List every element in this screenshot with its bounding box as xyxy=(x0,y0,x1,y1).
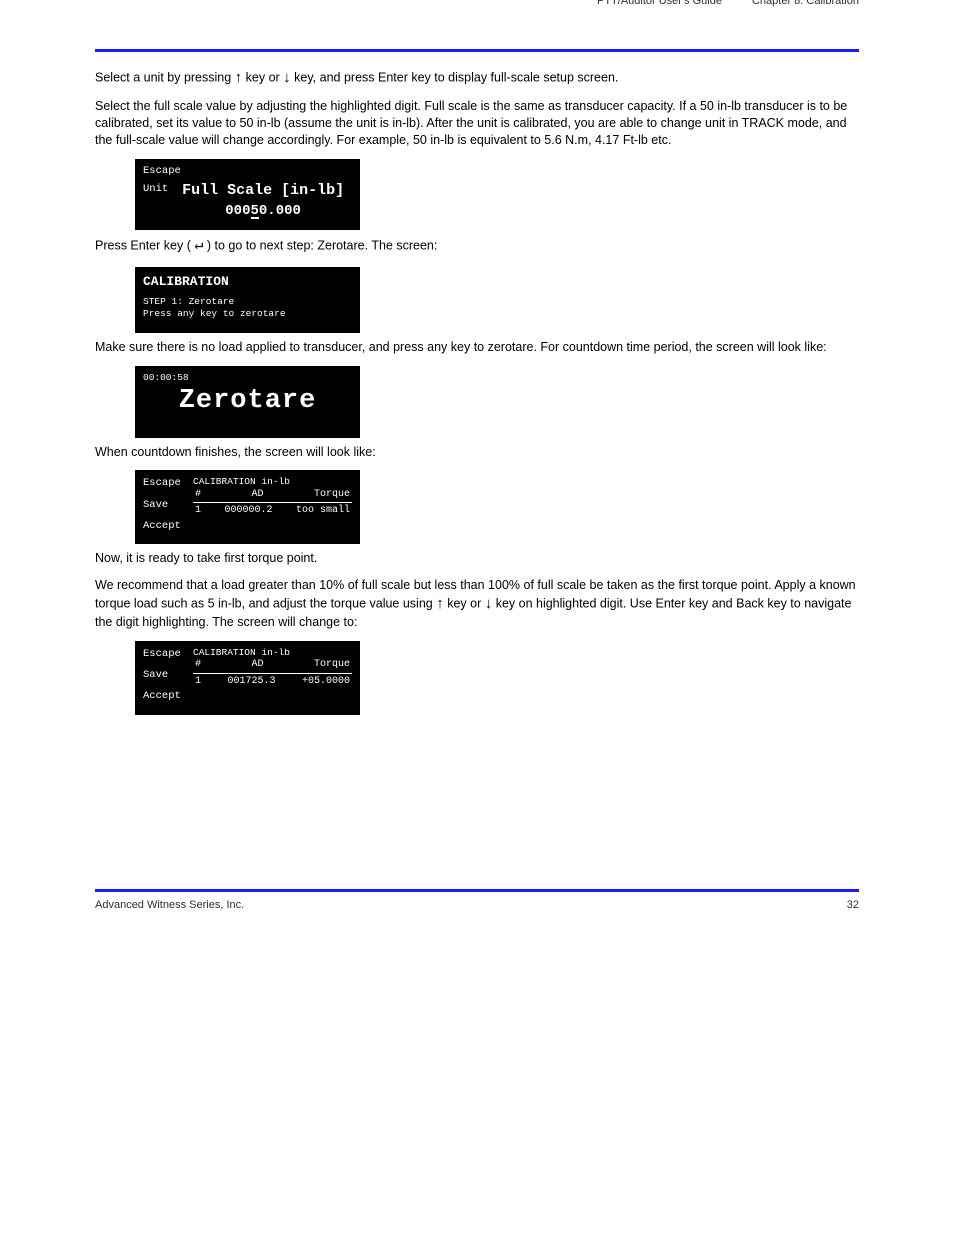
value-left: 000 xyxy=(225,203,250,219)
lcd-unit-label: Unit xyxy=(143,183,168,196)
manual-title: PTT/Auditor User's Guide xyxy=(95,0,722,9)
lcd-escape-label: Escape xyxy=(143,165,352,178)
col-num: # xyxy=(195,488,201,502)
text: Select a unit by pressing xyxy=(95,70,235,84)
lcd-table: CALIBRATION in-lb # AD Torque 1 001725.3… xyxy=(193,647,352,705)
footer-company: Advanced Witness Series, Inc. xyxy=(95,898,244,913)
lcd-fullscale-value: 00050.000 xyxy=(174,202,352,221)
cell-num: 1 xyxy=(195,504,201,518)
lcd-cal-table-1: Escape Save Accept CALIBRATION in-lb # A… xyxy=(135,470,360,544)
lcd-fullscale: Escape Unit Full Scale [in-lb] 00050.000 xyxy=(135,159,360,231)
col-torque: Torque xyxy=(314,488,350,502)
col-torque: Torque xyxy=(314,658,350,672)
paragraph-6b: We recommend that a load greater than 10… xyxy=(95,577,859,631)
paragraph-1: Select a unit by pressing ↑ key or ↓ key… xyxy=(95,68,859,88)
footer-page-number: 32 xyxy=(847,898,859,913)
text: key or xyxy=(447,596,485,610)
cell-ad: 000000.2 xyxy=(224,504,272,518)
text: Press Enter key ( xyxy=(95,239,191,253)
cell-torque: +05.0000 xyxy=(302,675,350,689)
lcd-fullscale-title: Full Scale [in-lb] xyxy=(174,181,352,201)
lcd-table-title: CALIBRATION in-lb xyxy=(193,476,352,487)
text: key or xyxy=(246,70,284,84)
lcd-left-buttons: Escape Save Accept xyxy=(143,476,187,534)
lcd-save-label: Save xyxy=(143,498,187,513)
lcd-zerotare-label: Zerotare xyxy=(143,383,352,419)
value-right: 0.000 xyxy=(259,203,301,219)
lcd-escape-label: Escape xyxy=(143,476,187,491)
lcd-accept-label: Accept xyxy=(143,689,187,704)
bottom-rule xyxy=(95,889,859,892)
lcd-step-line1: STEP 1: Zerotare xyxy=(143,296,352,307)
col-num: # xyxy=(195,658,201,672)
value-cursor: 5 xyxy=(251,205,259,220)
paragraph-4: Make sure there is no load applied to tr… xyxy=(95,339,859,356)
lcd-zerotare: 00:00:58 Zerotare xyxy=(135,366,360,438)
cell-ad: 001725.3 xyxy=(227,675,275,689)
page: PTT/Auditor User's Guide Chapter 8: Cali… xyxy=(0,0,954,1235)
lcd-left-buttons: Escape Save Accept xyxy=(143,647,187,705)
text: key, and press Enter key to display full… xyxy=(294,70,618,84)
spacer xyxy=(95,719,859,869)
lcd-table-header: # AD Torque xyxy=(193,658,352,674)
lcd-table: CALIBRATION in-lb # AD Torque 1 000000.2… xyxy=(193,476,352,534)
lcd-accept-label: Accept xyxy=(143,519,187,534)
lcd-cal-table-2: Escape Save Accept CALIBRATION in-lb # A… xyxy=(135,641,360,715)
text: ) to go to next step: Zerotare. The scre… xyxy=(207,239,437,253)
content-body: Select a unit by pressing ↑ key or ↓ key… xyxy=(95,68,859,715)
lcd-table-row: 1 001725.3 +05.0000 xyxy=(193,674,352,690)
up-arrow-icon: ↑ xyxy=(436,595,444,612)
chapter-title: Chapter 8: Calibration xyxy=(752,0,859,9)
cell-num: 1 xyxy=(195,675,201,689)
lcd-table-title: CALIBRATION in-lb xyxy=(193,647,352,658)
paragraph-6a: Now, it is ready to take first torque po… xyxy=(95,550,859,567)
paragraph-2: Select the full scale value by adjusting… xyxy=(95,98,859,149)
paragraph-5: When countdown finishes, the screen will… xyxy=(95,444,859,461)
lcd-escape-label: Escape xyxy=(143,647,187,662)
lcd-cal-title: CALIBRATION xyxy=(143,273,352,291)
enter-icon: ↵ xyxy=(194,237,203,254)
lcd-calibration-step1: CALIBRATION STEP 1: Zerotare Press any k… xyxy=(135,267,360,333)
top-rule xyxy=(95,49,859,52)
down-arrow-icon: ↓ xyxy=(283,69,291,86)
lcd-step-line2: Press any key to zerotare xyxy=(143,308,352,319)
col-ad: AD xyxy=(251,658,263,672)
lcd-save-label: Save xyxy=(143,668,187,683)
up-arrow-icon: ↑ xyxy=(235,69,243,86)
footer: Advanced Witness Series, Inc. 32 xyxy=(95,898,859,913)
col-ad: AD xyxy=(251,488,263,502)
down-arrow-icon: ↓ xyxy=(485,595,493,612)
paragraph-3: Press Enter key ( ↵ ) to go to next step… xyxy=(95,236,859,256)
cell-torque: too small xyxy=(296,504,350,518)
running-header: PTT/Auditor User's Guide Chapter 8: Cali… xyxy=(95,0,859,9)
lcd-table-header: # AD Torque xyxy=(193,488,352,504)
lcd-countdown-time: 00:00:58 xyxy=(143,372,352,383)
lcd-table-row: 1 000000.2 too small xyxy=(193,503,352,519)
